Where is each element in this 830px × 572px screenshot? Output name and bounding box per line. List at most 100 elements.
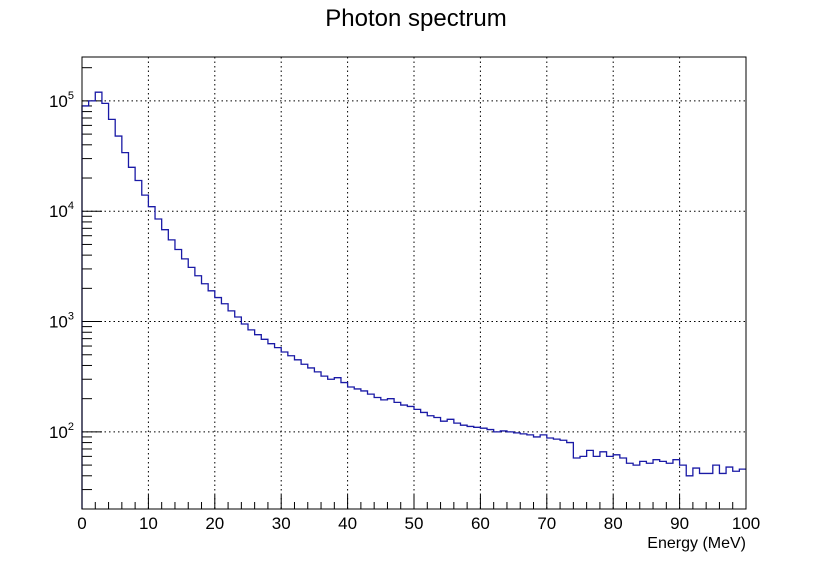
y-tick-label: 103 <box>49 311 74 332</box>
histogram-bin <box>321 376 328 509</box>
histogram-bin <box>328 379 335 509</box>
histogram-bin <box>241 324 248 509</box>
histogram-bin <box>646 463 653 509</box>
x-tick-label: 80 <box>604 514 623 533</box>
histogram-bin <box>221 304 228 509</box>
x-tick-label: 70 <box>537 514 556 533</box>
histogram-bin <box>215 298 222 509</box>
histogram-bin <box>354 389 361 509</box>
histogram-bin <box>620 458 627 509</box>
histogram-bin <box>580 456 587 509</box>
histogram-bin <box>248 330 255 509</box>
x-axis-label: Energy (MeV) <box>647 535 746 552</box>
y-tick-label: 105 <box>49 90 74 111</box>
histogram-bin <box>553 439 560 509</box>
histogram-bin <box>427 416 434 509</box>
histogram-bin <box>653 460 660 509</box>
grid-layer <box>82 57 746 509</box>
histogram-bin <box>494 432 501 509</box>
x-tick-label: 50 <box>405 514 424 533</box>
histogram-bin <box>268 344 275 509</box>
x-tick-label: 40 <box>338 514 357 533</box>
histogram-series-line <box>81 91 746 509</box>
histogram-bin <box>162 230 169 509</box>
histogram-bin <box>188 267 195 509</box>
x-tick-label: 30 <box>272 514 291 533</box>
histogram-bin <box>626 463 633 509</box>
histogram-bin <box>294 360 301 509</box>
histogram-bin <box>182 259 189 509</box>
histogram-bin <box>115 136 122 509</box>
plot-frame <box>81 56 747 510</box>
histogram-bin <box>208 291 215 509</box>
y-tick-label: 102 <box>49 421 74 442</box>
histogram-bin <box>573 458 580 509</box>
histogram-bin <box>640 461 647 509</box>
histogram-bin <box>447 419 454 509</box>
x-tick-label: 90 <box>670 514 689 533</box>
chart-title: Photon spectrum <box>325 5 506 32</box>
histogram-bin <box>95 92 102 509</box>
histogram-bin <box>308 368 315 509</box>
histogram-bin <box>228 311 235 509</box>
histogram-bin <box>381 400 388 509</box>
histogram-bin <box>534 437 541 509</box>
histogram-bin <box>613 455 620 509</box>
histogram-bin <box>288 356 295 509</box>
histogram-bin <box>467 426 474 509</box>
histogram-bin <box>394 402 401 509</box>
histogram-bin <box>600 452 607 509</box>
histogram-bin <box>275 348 282 509</box>
histogram-bin <box>700 473 707 509</box>
histogram-bin <box>102 103 109 509</box>
histogram-bin <box>733 471 740 509</box>
histogram-bin <box>401 405 408 509</box>
histogram-bin <box>341 383 348 509</box>
histogram-bin <box>122 153 129 509</box>
histogram-bin <box>202 284 209 509</box>
series-layer <box>81 91 746 509</box>
histogram-bin <box>414 409 421 509</box>
histogram-bin <box>666 463 673 509</box>
y-tick-label-exponent: 4 <box>68 200 74 212</box>
y-tick-label-base: 10 <box>49 92 68 111</box>
histogram-bin <box>142 195 149 509</box>
y-tick-label-base: 10 <box>49 423 68 442</box>
histogram-bin <box>368 394 375 509</box>
histogram-bin <box>487 430 494 509</box>
histogram-bin <box>527 435 534 509</box>
histogram-bin <box>514 433 521 509</box>
histogram-bin <box>607 456 614 509</box>
histogram-bin <box>361 391 368 509</box>
histogram-bin <box>301 364 308 509</box>
histogram-bin <box>587 450 594 509</box>
histogram-bin <box>680 465 687 509</box>
histogram-bin <box>520 434 527 509</box>
histogram-bin <box>195 276 202 509</box>
histogram-bin <box>89 101 96 509</box>
histogram-bin <box>434 418 441 509</box>
histogram-bin <box>314 372 321 509</box>
histogram-bin <box>719 473 726 509</box>
histogram-bin <box>474 427 481 509</box>
y-tick-label: 104 <box>49 200 74 221</box>
histogram-bin <box>713 465 720 509</box>
histogram-bin <box>540 435 547 509</box>
y-tick-label-exponent: 5 <box>68 90 74 102</box>
y-tick-label-exponent: 2 <box>68 421 74 433</box>
x-tick-label: 60 <box>471 514 490 533</box>
histogram-bin <box>567 443 574 509</box>
histogram-bin <box>387 399 394 509</box>
tick-layer <box>81 67 747 510</box>
y-tick-label-base: 10 <box>49 202 68 221</box>
histogram-bin <box>235 317 242 509</box>
histogram-bin <box>421 412 428 509</box>
y-tick-label-exponent: 3 <box>68 311 74 323</box>
histogram-bin <box>693 468 700 509</box>
histogram-bin <box>128 167 135 509</box>
histogram-bin <box>560 440 567 509</box>
